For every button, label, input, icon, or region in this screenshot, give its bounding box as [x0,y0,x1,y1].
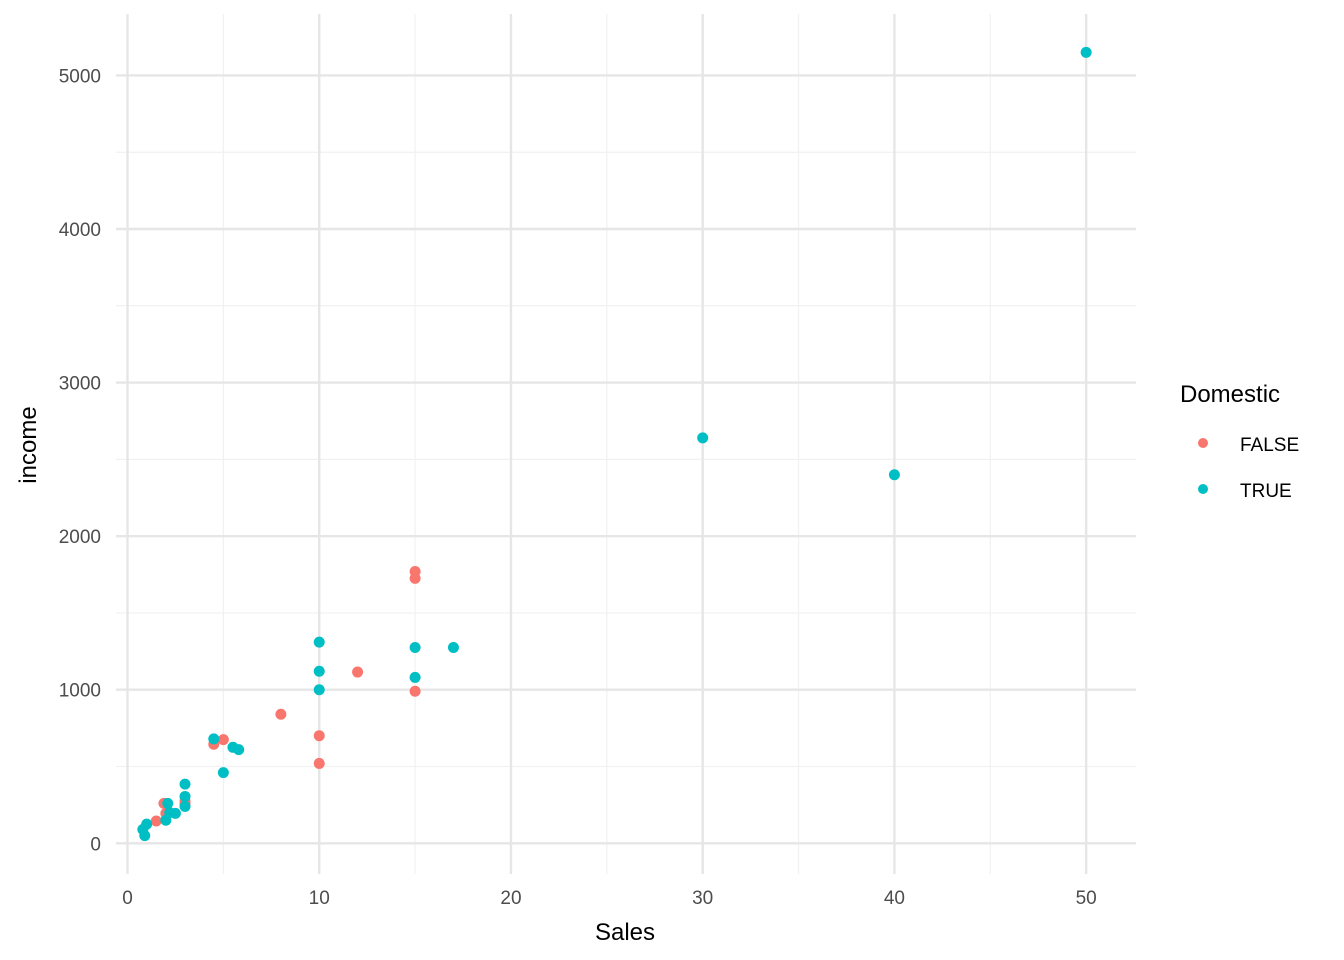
legend-title: Domestic [1180,381,1280,408]
legend-key-false [1198,438,1208,448]
data-point-false [313,730,325,742]
y-tick-label: 1000 [59,681,101,702]
legend-label-true: TRUE [1240,481,1292,502]
legend-key-true [1198,484,1208,494]
data-point-false [150,815,162,827]
data-point-true [1080,46,1092,58]
data-point-false [352,666,364,678]
x-tick-label: 10 [309,888,330,909]
data-point-true [162,797,174,809]
y-tick-label: 0 [90,834,101,855]
data-point-false [275,708,287,720]
x-axis-title: Sales [595,919,655,946]
data-point-true [313,665,325,677]
y-axis-title: income [15,406,42,483]
data-point-false [313,757,325,769]
x-tick-label: 20 [500,888,521,909]
legend: Domestic FALSE TRUE [1180,381,1299,502]
x-tick-label: 30 [692,888,713,909]
y-tick-label: 5000 [59,66,101,87]
y-tick-label: 3000 [59,374,101,395]
x-axis-ticks: 0 10 20 30 40 50 [122,888,1097,909]
grid-lines [116,14,1136,874]
data-point-true [179,790,191,802]
data-point-true [409,671,421,683]
data-point-false [409,685,421,697]
data-point-true [139,830,151,842]
data-point-true [179,778,191,790]
data-point-true [208,733,220,745]
x-tick-label: 50 [1076,888,1097,909]
data-point-true [409,641,421,653]
y-axis-ticks: 0 1000 2000 3000 4000 5000 [59,66,101,855]
data-point-true [888,469,900,481]
data-point-true [233,744,245,756]
y-tick-label: 2000 [59,527,101,548]
data-point-true [313,636,325,648]
data-point-true [217,767,229,779]
data-point-false [217,734,229,746]
data-point-false [409,572,421,584]
data-point-true [160,814,172,826]
data-point-true [447,641,459,653]
y-tick-label: 4000 [59,220,101,241]
data-points [137,46,1092,842]
data-point-true [313,684,325,696]
x-tick-label: 40 [884,888,905,909]
legend-label-false: FALSE [1240,435,1299,456]
data-point-true [179,800,191,812]
data-point-true [697,432,709,444]
x-tick-label: 0 [122,888,133,909]
